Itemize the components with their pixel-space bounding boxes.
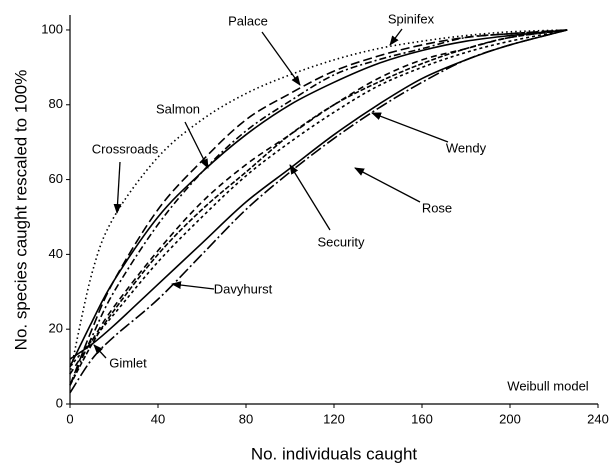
annotation-arrow (289, 164, 331, 231)
series-line (69, 29, 568, 375)
series-line (69, 29, 568, 367)
series-label: Security (318, 234, 365, 249)
series-line (69, 29, 568, 386)
annotation-arrow (354, 167, 421, 203)
y-tick-label: 20 (49, 321, 63, 336)
series-label: Crossroads (92, 141, 159, 156)
y-axis-label: No. species caught rescaled to 100% (11, 70, 30, 351)
series-line (69, 29, 568, 386)
series-label: Palace (228, 13, 268, 28)
series-label: Davyhurst (214, 281, 273, 296)
annotation: Weibull model (507, 378, 589, 393)
y-tick-label: 100 (41, 21, 63, 36)
series-label: Spinifex (388, 11, 435, 26)
annotation-arrow (261, 31, 301, 86)
y-tick-label: 0 (56, 395, 63, 410)
x-tick-label: 160 (411, 411, 433, 426)
y-tick-label: 60 (49, 171, 63, 186)
x-tick-label: 0 (66, 411, 73, 426)
y-tick-label: 80 (49, 96, 63, 111)
series-line (69, 29, 568, 394)
annotation-arrow (389, 28, 403, 46)
x-axis-label: No. individuals caught (251, 444, 418, 463)
annotation-arrow (171, 281, 215, 290)
annotation-arrow (93, 344, 107, 359)
series-line (69, 29, 568, 368)
series-label: Wendy (446, 140, 487, 155)
annotation-arrow (371, 112, 449, 143)
series-label: Rose (422, 200, 452, 215)
annotation-arrow (184, 121, 209, 169)
series-line (69, 29, 568, 360)
y-tick-label: 40 (49, 246, 63, 261)
x-tick-label: 80 (239, 411, 253, 426)
x-tick-label: 40 (151, 411, 165, 426)
series-line (69, 29, 568, 375)
series-label: Salmon (156, 101, 200, 116)
series-line (69, 29, 568, 386)
x-tick-label: 120 (323, 411, 345, 426)
x-tick-label: 240 (587, 411, 609, 426)
x-tick-label: 200 (499, 411, 521, 426)
annotation-arrow (113, 161, 122, 214)
series-label: Gimlet (109, 355, 147, 370)
